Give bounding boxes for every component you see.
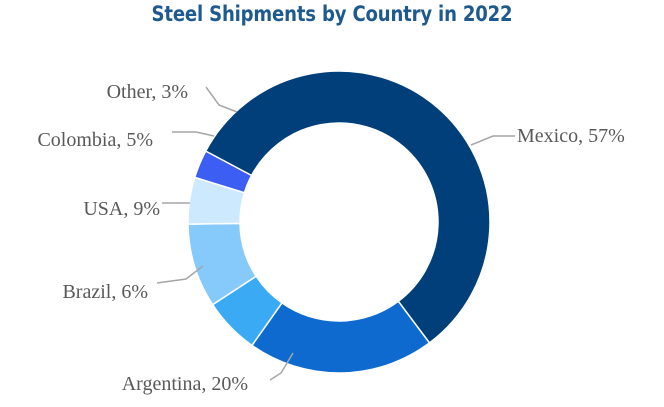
leader-line-mexico <box>470 135 515 146</box>
leader-line-argentina <box>269 352 294 381</box>
leader-line-colombia <box>172 131 215 137</box>
leader-line-other <box>205 86 238 113</box>
slice-label-brazil: Brazil, 6% <box>62 281 148 303</box>
chart-title: Steel Shipments by Country in 2022 <box>151 2 513 26</box>
donut-slices <box>187 70 491 374</box>
slice-label-argentina: Argentina, 20% <box>122 373 248 395</box>
slice-mexico <box>204 70 491 344</box>
leader-lines <box>156 86 515 381</box>
slice-label-usa: USA, 9% <box>83 198 160 220</box>
slice-label-mexico: Mexico, 57% <box>517 125 625 147</box>
leader-line-brazil <box>156 265 204 284</box>
slice-label-other: Other, 3% <box>107 81 188 103</box>
slice-labels: Mexico, 57% Argentina, 20% Brazil, 6% USA, … <box>37 81 624 395</box>
slice-label-colombia: Colombia, 5% <box>37 129 153 151</box>
slice-argentina <box>250 300 431 374</box>
slice-other <box>193 150 253 194</box>
